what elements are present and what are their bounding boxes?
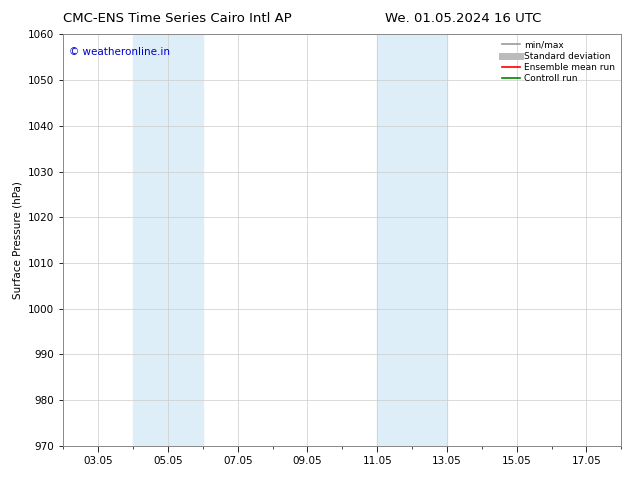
Text: CMC-ENS Time Series Cairo Intl AP: CMC-ENS Time Series Cairo Intl AP — [63, 12, 292, 25]
Legend: min/max, Standard deviation, Ensemble mean run, Controll run: min/max, Standard deviation, Ensemble me… — [499, 37, 619, 87]
Bar — [377, 34, 447, 446]
Y-axis label: Surface Pressure (hPa): Surface Pressure (hPa) — [13, 181, 23, 299]
Text: © weatheronline.in: © weatheronline.in — [69, 47, 170, 57]
Bar — [133, 34, 203, 446]
Text: We. 01.05.2024 16 UTC: We. 01.05.2024 16 UTC — [385, 12, 541, 25]
